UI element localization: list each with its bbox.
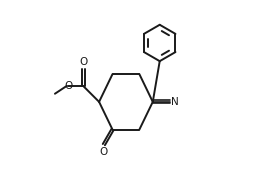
Text: O: O [64,81,73,91]
Text: O: O [100,147,108,157]
Text: N: N [171,97,179,107]
Text: O: O [79,57,87,67]
